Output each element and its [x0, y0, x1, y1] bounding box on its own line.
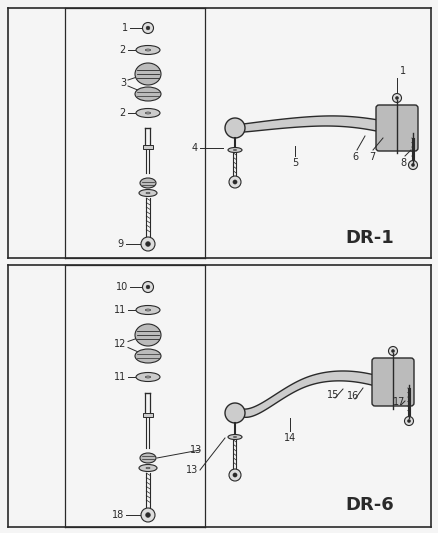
Circle shape	[395, 96, 398, 100]
Circle shape	[145, 513, 150, 518]
Ellipse shape	[146, 467, 150, 469]
Ellipse shape	[136, 109, 159, 117]
Circle shape	[229, 176, 240, 188]
Text: 14: 14	[283, 433, 296, 443]
Circle shape	[142, 281, 153, 293]
Text: 8: 8	[399, 158, 405, 168]
Ellipse shape	[139, 190, 157, 197]
Circle shape	[391, 350, 394, 352]
Circle shape	[410, 164, 413, 167]
Text: 9: 9	[118, 239, 124, 249]
Circle shape	[141, 237, 155, 251]
Ellipse shape	[227, 434, 241, 440]
Circle shape	[146, 285, 150, 289]
Text: 4: 4	[191, 143, 198, 153]
Ellipse shape	[145, 112, 150, 114]
Text: 1: 1	[399, 66, 405, 76]
Circle shape	[406, 419, 410, 423]
Text: DR-1: DR-1	[345, 229, 393, 247]
Ellipse shape	[135, 349, 161, 363]
Ellipse shape	[136, 305, 159, 314]
Text: DR-6: DR-6	[345, 496, 393, 514]
Circle shape	[225, 403, 244, 423]
Text: 11: 11	[113, 372, 126, 382]
Text: 15: 15	[326, 390, 339, 400]
FancyBboxPatch shape	[375, 105, 417, 151]
Circle shape	[408, 160, 417, 169]
Bar	[143, 145, 153, 149]
Text: 3: 3	[120, 78, 126, 88]
Text: 13: 13	[189, 445, 201, 455]
Ellipse shape	[135, 324, 161, 346]
Ellipse shape	[140, 453, 155, 463]
Text: 17: 17	[392, 397, 404, 407]
Ellipse shape	[233, 149, 236, 150]
Ellipse shape	[146, 192, 150, 194]
Ellipse shape	[145, 309, 150, 311]
Circle shape	[403, 416, 413, 425]
Text: 7: 7	[368, 152, 374, 162]
Circle shape	[146, 26, 150, 30]
FancyBboxPatch shape	[371, 358, 413, 406]
Text: 12: 12	[113, 340, 126, 350]
Text: 11: 11	[113, 305, 126, 315]
Circle shape	[233, 473, 237, 477]
Text: 10: 10	[116, 282, 128, 292]
Ellipse shape	[135, 87, 161, 101]
Circle shape	[229, 469, 240, 481]
Ellipse shape	[135, 63, 161, 85]
Polygon shape	[243, 371, 384, 417]
Circle shape	[141, 508, 155, 522]
Circle shape	[142, 22, 153, 34]
Text: 2: 2	[120, 45, 126, 55]
Circle shape	[388, 346, 396, 356]
Ellipse shape	[227, 148, 241, 152]
Ellipse shape	[136, 373, 159, 382]
Circle shape	[225, 118, 244, 138]
Bar	[143, 413, 153, 417]
Ellipse shape	[145, 49, 150, 51]
Text: 18: 18	[112, 510, 124, 520]
Circle shape	[145, 241, 150, 246]
Text: 5: 5	[291, 158, 297, 168]
Text: 13: 13	[185, 465, 198, 475]
Ellipse shape	[145, 376, 150, 378]
Circle shape	[233, 180, 237, 184]
Circle shape	[392, 93, 401, 102]
Ellipse shape	[139, 464, 157, 472]
Ellipse shape	[140, 178, 155, 188]
Ellipse shape	[233, 437, 236, 438]
Polygon shape	[243, 116, 389, 134]
Text: 1: 1	[122, 23, 128, 33]
Text: 16: 16	[346, 391, 358, 401]
Text: 6: 6	[351, 152, 357, 162]
Text: 2: 2	[120, 108, 126, 118]
Ellipse shape	[136, 45, 159, 54]
